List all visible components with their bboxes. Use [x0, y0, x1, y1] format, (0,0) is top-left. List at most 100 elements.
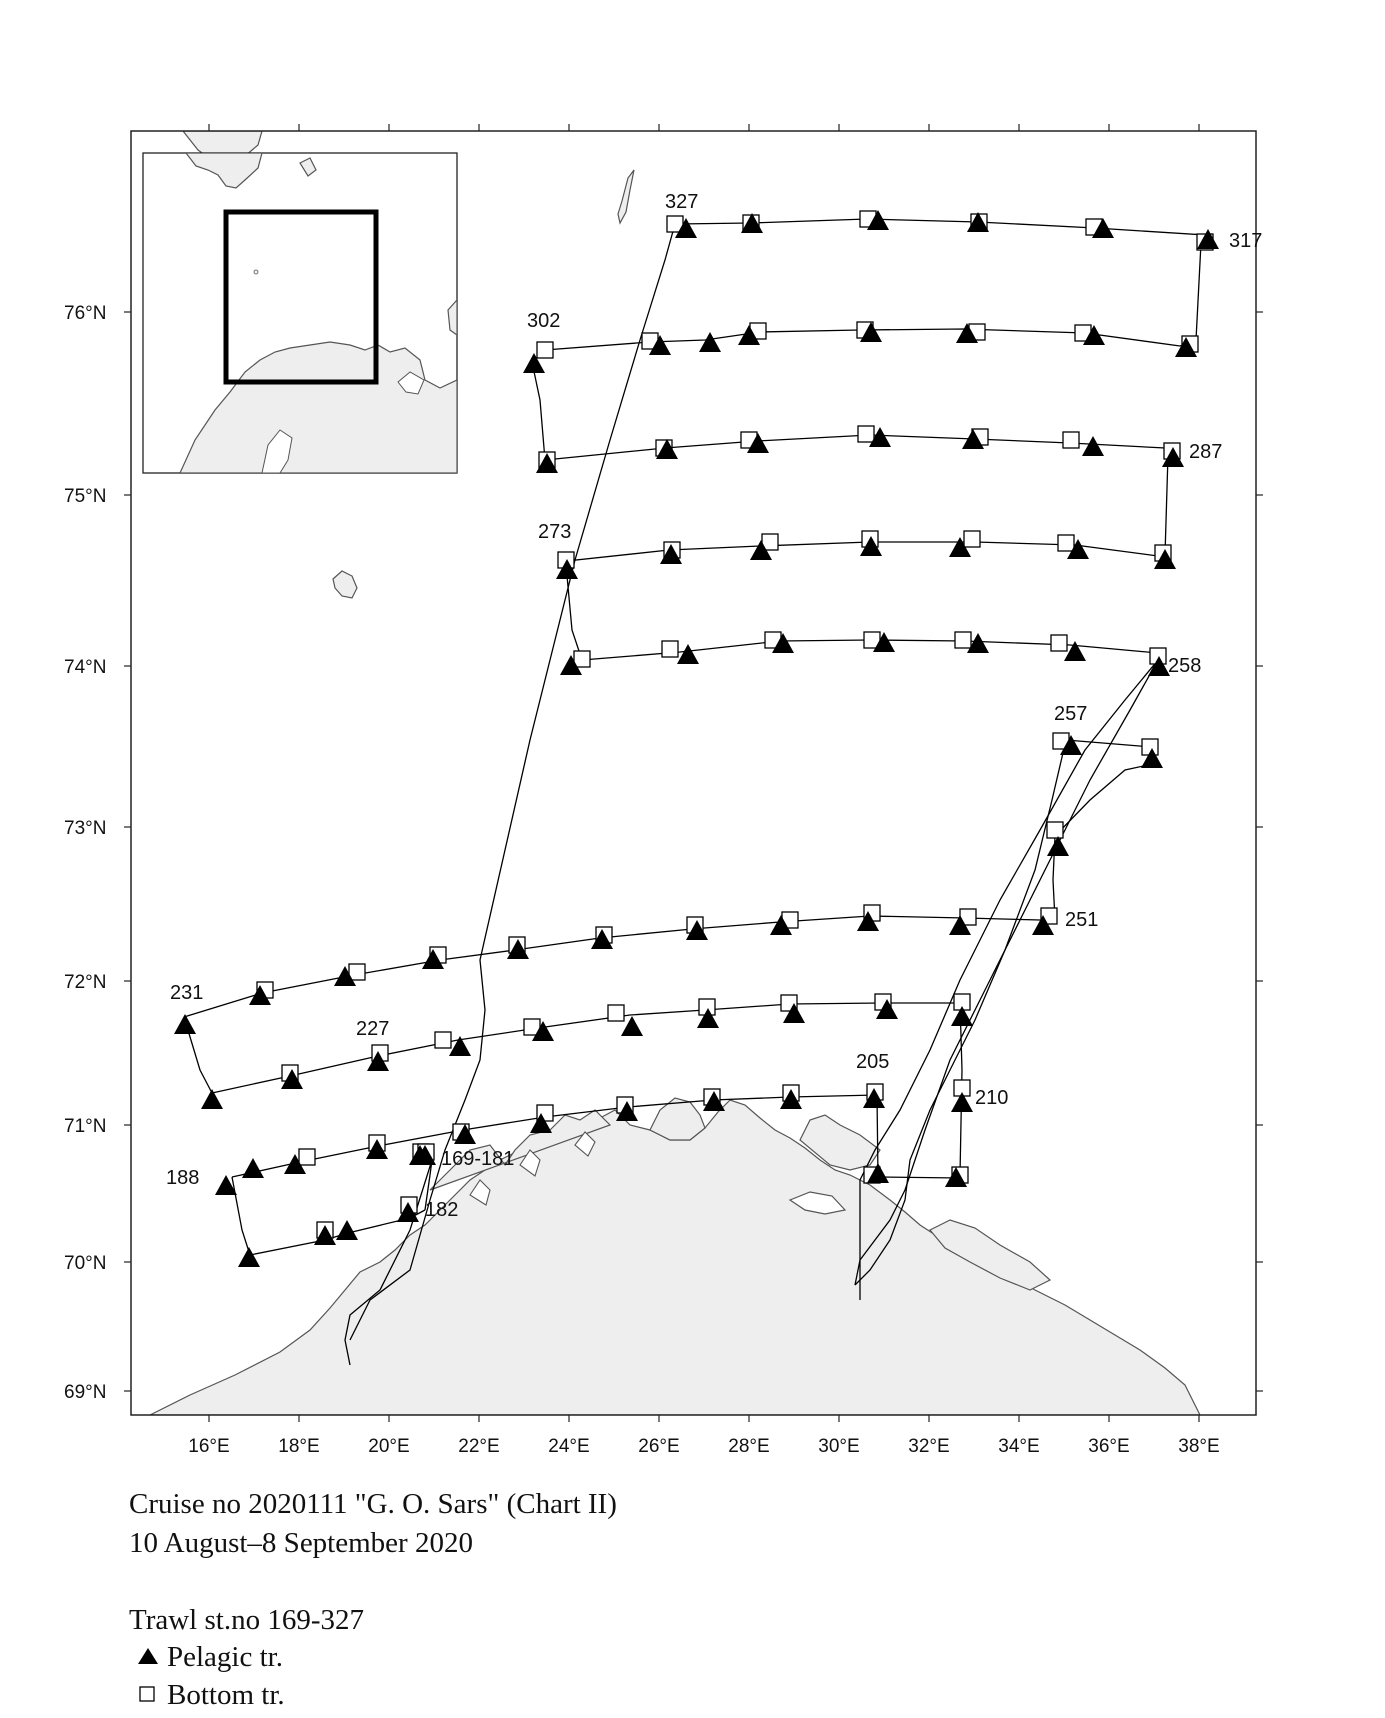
- inset-baltic: [261, 429, 293, 473]
- link-273-south: [565, 564, 583, 661]
- lat-label-72: 72°N: [64, 972, 106, 993]
- pelagic-trawl-marker: [281, 1069, 303, 1089]
- inset-bear-island: [253, 269, 259, 275]
- pelagic-trawl-marker: [649, 335, 671, 355]
- lon-label-22: 22°E: [458, 1436, 499, 1457]
- lon-label-24: 24°E: [548, 1436, 589, 1457]
- link-231-south: [183, 1016, 213, 1094]
- pelagic-trawl-marker: [863, 1088, 885, 1108]
- axis-ticks: [124, 124, 1263, 1422]
- pelagic-trawl-marker: [334, 966, 356, 986]
- link-302-south: [531, 361, 546, 461]
- pelagic-trawl-marker: [201, 1089, 223, 1109]
- outbound-track-north: [349, 223, 676, 1341]
- pelagic-trawl-marker: [867, 210, 889, 230]
- pelagic-trawl-marker: [860, 322, 882, 342]
- pelagic-trawl-marker: [1032, 915, 1054, 935]
- pelagic-trawl-marker: [616, 1101, 638, 1121]
- pelagic-trawl-marker: [1197, 229, 1219, 249]
- bear-island: [332, 570, 358, 599]
- link-188-south: [231, 1176, 251, 1256]
- pelagic-trawl-marker: [697, 1008, 719, 1028]
- map-frame: [130, 130, 1257, 1416]
- lon-label-16: 16°E: [188, 1436, 229, 1457]
- bottom-trawl-marker: [963, 530, 981, 548]
- pelagic-trawl-marker: [532, 1021, 554, 1041]
- inset-svalbard-island: [299, 157, 317, 177]
- station-label-210: 210: [975, 1087, 1008, 1109]
- pelagic-trawl-marker: [556, 559, 578, 579]
- pelagic-trawl-marker: [414, 1145, 436, 1165]
- pelagic-trawl-marker: [314, 1225, 336, 1245]
- transect-75-3: [544, 434, 1169, 557]
- pelagic-trawl-marker: [238, 1247, 260, 1267]
- pelagic-trawl-marker: [366, 1139, 388, 1159]
- inset-white-sea: [397, 371, 425, 395]
- pelagic-trawl-icon: [137, 1641, 167, 1674]
- pelagic-trawl-marker: [215, 1175, 237, 1195]
- bottom-trawl-marker: [573, 650, 591, 668]
- pelagic-trawl-marker: [780, 1089, 802, 1109]
- inset-svalbard: [185, 153, 263, 189]
- mainland-norway-russia: [149, 1099, 1201, 1415]
- inset-map: [142, 152, 458, 474]
- pelagic-trawl-marker: [747, 433, 769, 453]
- station-label-205: 205: [856, 1051, 889, 1073]
- pelagic-trawl-marker: [869, 427, 891, 447]
- pelagic-trawl-marker: [686, 920, 708, 940]
- bottom-trawl-marker: [1046, 821, 1064, 839]
- lon-label-28: 28°E: [728, 1436, 769, 1457]
- pelagic-trawl-marker: [1067, 539, 1089, 559]
- pelagic-trawl-marker: [1162, 447, 1184, 467]
- pelagic-trawl-marker: [783, 1003, 805, 1023]
- pelagic-trawl-marker: [1092, 218, 1114, 238]
- bottom-trawl-icon: [137, 1679, 167, 1712]
- bottom-trawl-marker: [434, 1031, 452, 1049]
- transect-71-8: [211, 1002, 960, 1094]
- station-label-258: 258: [1168, 655, 1201, 677]
- pelagic-trawl-marker: [867, 1163, 889, 1183]
- legend-pelagic: Pelagic tr.: [137, 1641, 283, 1674]
- pelagic-trawl-marker: [1175, 337, 1197, 357]
- pelagic-trawl-marker: [703, 1091, 725, 1111]
- bottom-trawl-marker: [298, 1148, 316, 1166]
- station-label-182: 182: [425, 1199, 458, 1221]
- varanger-area: [799, 1114, 881, 1171]
- lon-label-26: 26°E: [638, 1436, 679, 1457]
- inset-study-area: [223, 209, 379, 385]
- kola-coast: [929, 1219, 1052, 1291]
- latitude-labels: 76°N 75°N 74°N 73°N 72°N 71°N 70°N 69°N: [64, 303, 106, 1403]
- pelagic-trawl-marker: [1083, 325, 1105, 345]
- pelagic-trawl-marker: [536, 453, 558, 473]
- link-257-sw: [854, 739, 1067, 1286]
- pelagic-trawl-marker: [656, 439, 678, 459]
- station-label-302: 302: [527, 310, 560, 332]
- pelagic-trawl-marker: [860, 536, 882, 556]
- bottom-trawl-marker: [1057, 534, 1075, 552]
- inset-novaya-zemlya-tip: [447, 299, 457, 336]
- station-label-287: 287: [1189, 441, 1222, 463]
- lon-label-34: 34°E: [998, 1436, 1039, 1457]
- station-label-231: 231: [170, 982, 203, 1004]
- pelagic-trawl-marker: [1082, 436, 1104, 456]
- pelagic-trawl-marker: [621, 1016, 643, 1036]
- pelagic-trawl-marker: [507, 939, 529, 959]
- station-labels: 327 317 302 287 273 258 257 251 231 227 …: [166, 191, 1262, 1221]
- pelagic-trawl-marker: [397, 1202, 419, 1222]
- pelagic-trawl-marker: [945, 1167, 967, 1187]
- pelagic-trawl-marker: [1148, 656, 1170, 676]
- pelagic-trawl-marker: [949, 915, 971, 935]
- link-257: [1054, 739, 1153, 837]
- bottom-trawl-marker: [607, 1004, 625, 1022]
- pelagic-trawl-marker: [1064, 641, 1086, 661]
- pelagic-trawl-marker: [741, 213, 763, 233]
- pelagic-trawl-marker: [951, 1006, 973, 1026]
- pelagic-trawl-marker: [738, 325, 760, 345]
- pelagic-trawl-marker: [967, 633, 989, 653]
- lon-label-30: 30°E: [818, 1436, 859, 1457]
- kola-inlet: [788, 1191, 847, 1215]
- bottom-trawl-marker: [857, 425, 875, 443]
- lat-label-69: 69°N: [64, 1382, 106, 1403]
- lon-label-32: 32°E: [908, 1436, 949, 1457]
